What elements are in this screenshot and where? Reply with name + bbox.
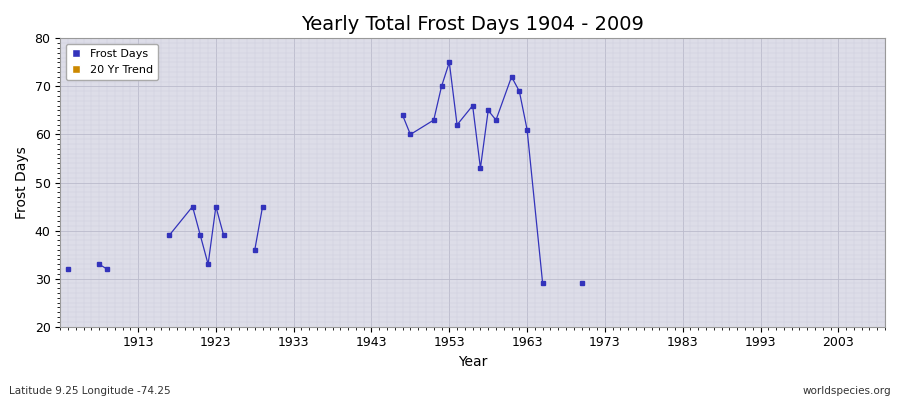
- X-axis label: Year: Year: [458, 355, 487, 369]
- Text: worldspecies.org: worldspecies.org: [803, 386, 891, 396]
- Text: Latitude 9.25 Longitude -74.25: Latitude 9.25 Longitude -74.25: [9, 386, 171, 396]
- Y-axis label: Frost Days: Frost Days: [15, 146, 29, 219]
- Legend: Frost Days, 20 Yr Trend: Frost Days, 20 Yr Trend: [66, 44, 158, 80]
- Title: Yearly Total Frost Days 1904 - 2009: Yearly Total Frost Days 1904 - 2009: [302, 15, 644, 34]
